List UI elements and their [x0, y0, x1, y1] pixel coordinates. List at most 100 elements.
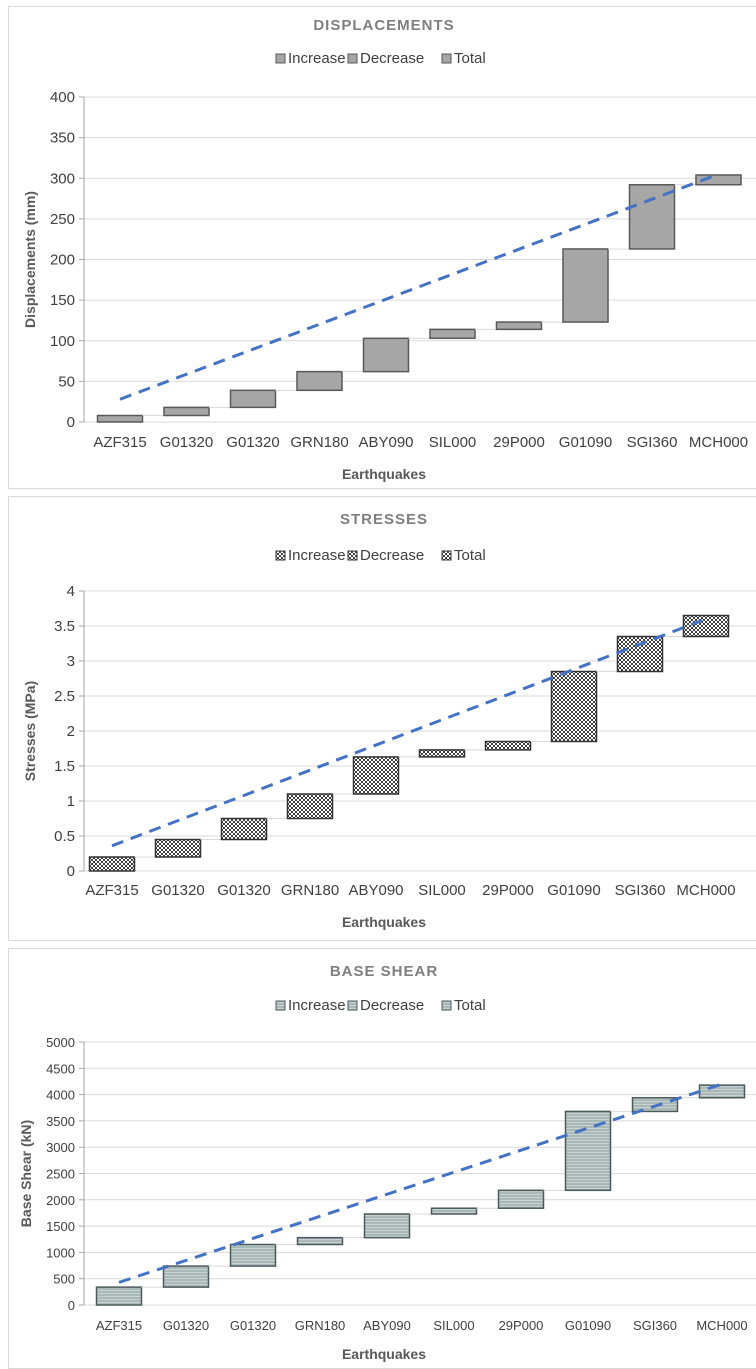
y-tick-label: 1500 [46, 1219, 75, 1234]
bar-mch000 [695, 174, 742, 186]
x-tick-label: G01090 [547, 882, 600, 899]
legend-label-increase: Increase [288, 997, 346, 1014]
chart-svg: BASE SHEAR Increase Decrease Total 0 500 1000 1… [18, 963, 756, 1362]
bar-aby090 [352, 756, 400, 795]
y-tick-label: 3000 [46, 1140, 75, 1155]
bar-g01320 [229, 1243, 277, 1267]
x-tick-label: GRN180 [295, 1318, 346, 1333]
x-tick-label: 29P000 [482, 882, 534, 899]
y-tick-label: 300 [50, 170, 75, 187]
x-tick-label: SIL000 [429, 434, 477, 451]
legend-swatch-increase [275, 550, 286, 561]
legend-label-decrease: Decrease [360, 547, 424, 564]
bar-g01320 [220, 817, 268, 841]
y-tick-label: 350 [50, 130, 75, 147]
x-tick-label: MCH000 [676, 882, 735, 899]
x-tick-label: G01320 [163, 1318, 209, 1333]
bar-g01090 [550, 670, 598, 743]
x-axis-title: Earthquakes [342, 1346, 426, 1362]
x-axis-title: Earthquakes [342, 466, 426, 482]
bar-grn180 [296, 370, 343, 392]
chart-legend: Increase Decrease Total [275, 997, 486, 1014]
legend-swatch-decrease [347, 550, 358, 561]
y-tick-label: 4000 [46, 1088, 75, 1103]
bar-29p000 [484, 740, 532, 751]
bar-sgi360 [616, 635, 664, 673]
bar-grn180 [286, 793, 334, 820]
x-tick-label: G01320 [217, 882, 270, 899]
x-tick-label: 29P000 [493, 434, 545, 451]
chart-svg: STRESSES Increase Decrease Total 0 0.5 1 1.5 2 2.… [22, 511, 756, 930]
y-tick-label: 0 [68, 1298, 75, 1313]
x-tick-label: G01320 [151, 882, 204, 899]
bar-sil000 [429, 328, 476, 340]
legend-swatch-decrease [347, 53, 358, 64]
bar-grn180 [296, 1236, 344, 1246]
chart-legend: Increase Decrease Total [275, 547, 486, 564]
y-tick-label: 0 [67, 863, 75, 880]
y-tick-label: 5000 [46, 1035, 75, 1050]
y-tick-label: 400 [50, 89, 75, 106]
x-tick-label: ABY090 [348, 882, 403, 899]
trendline [111, 617, 707, 848]
y-tick-label: 50 [58, 373, 75, 390]
bar-g01090 [562, 248, 609, 323]
bar-aby090 [363, 1213, 411, 1239]
y-tick-label: 4500 [46, 1061, 75, 1076]
stresses-chart-panel: STRESSES Increase Decrease Total 0 0.5 1 1.5 2 2.… [8, 496, 756, 941]
chart-title: STRESSES [340, 511, 428, 528]
x-tick-label: MCH000 [696, 1318, 747, 1333]
x-tick-label: SGI360 [627, 434, 678, 451]
x-tick-label: G01090 [565, 1318, 611, 1333]
y-tick-label: 250 [50, 211, 75, 228]
bar-sgi360 [628, 184, 676, 250]
x-tick-label: G01320 [160, 434, 213, 451]
bar-mch000 [698, 1084, 746, 1099]
x-tick-label: G01320 [226, 434, 279, 451]
trendline [119, 172, 720, 401]
y-tick-label: 0 [67, 414, 75, 431]
x-tick-label: GRN180 [281, 882, 339, 899]
x-tick-label: MCH000 [689, 434, 748, 451]
bar-sil000 [430, 1207, 478, 1215]
y-tick-label: 2.5 [54, 688, 75, 705]
chart-legend: Increase Decrease Total [275, 50, 486, 67]
chart-title: DISPLACEMENTS [313, 17, 454, 34]
y-tick-label: 3 [67, 653, 75, 670]
bar-azf315 [88, 856, 136, 872]
bar-azf315 [95, 1286, 143, 1306]
legend-swatch-increase [275, 53, 286, 64]
y-tick-label: 2500 [46, 1167, 75, 1182]
y-axis-title: Displacements (mm) [22, 191, 38, 328]
y-tick-label: 3500 [46, 1114, 75, 1129]
x-tick-label: ABY090 [363, 1318, 411, 1333]
chart-title: BASE SHEAR [330, 963, 438, 980]
x-tick-label: G01320 [230, 1318, 276, 1333]
y-tick-label: 150 [50, 292, 75, 309]
x-tick-label: SGI360 [615, 882, 666, 899]
y-tick-label: 3.5 [54, 618, 75, 635]
legend-swatch-total [441, 53, 452, 64]
y-axis-title: Stresses (MPa) [22, 681, 38, 781]
x-tick-label: 29P000 [499, 1318, 544, 1333]
y-tick-label: 0.5 [54, 828, 75, 845]
x-tick-label: AZF315 [93, 434, 146, 451]
x-axis-title: Earthquakes [342, 914, 426, 930]
legend-swatch-increase [275, 1000, 286, 1011]
y-axis-title: Base Shear (kN) [18, 1120, 34, 1227]
bar-aby090 [362, 337, 410, 373]
x-tick-label: AZF315 [96, 1318, 142, 1333]
x-tick-label: ABY090 [358, 434, 413, 451]
bar-29p000 [497, 1189, 545, 1209]
y-tick-label: 1000 [46, 1245, 75, 1260]
legend-label-total: Total [454, 997, 486, 1014]
legend-label-increase: Increase [288, 50, 346, 67]
legend-label-decrease: Decrease [360, 997, 424, 1014]
x-tick-label: SIL000 [433, 1318, 474, 1333]
trendline [118, 1082, 723, 1284]
y-tick-label: 100 [50, 333, 75, 350]
y-tick-label: 2000 [46, 1193, 75, 1208]
legend-label-decrease: Decrease [360, 50, 424, 67]
bar-g01320 [163, 406, 210, 417]
y-tick-label: 4 [67, 583, 75, 600]
